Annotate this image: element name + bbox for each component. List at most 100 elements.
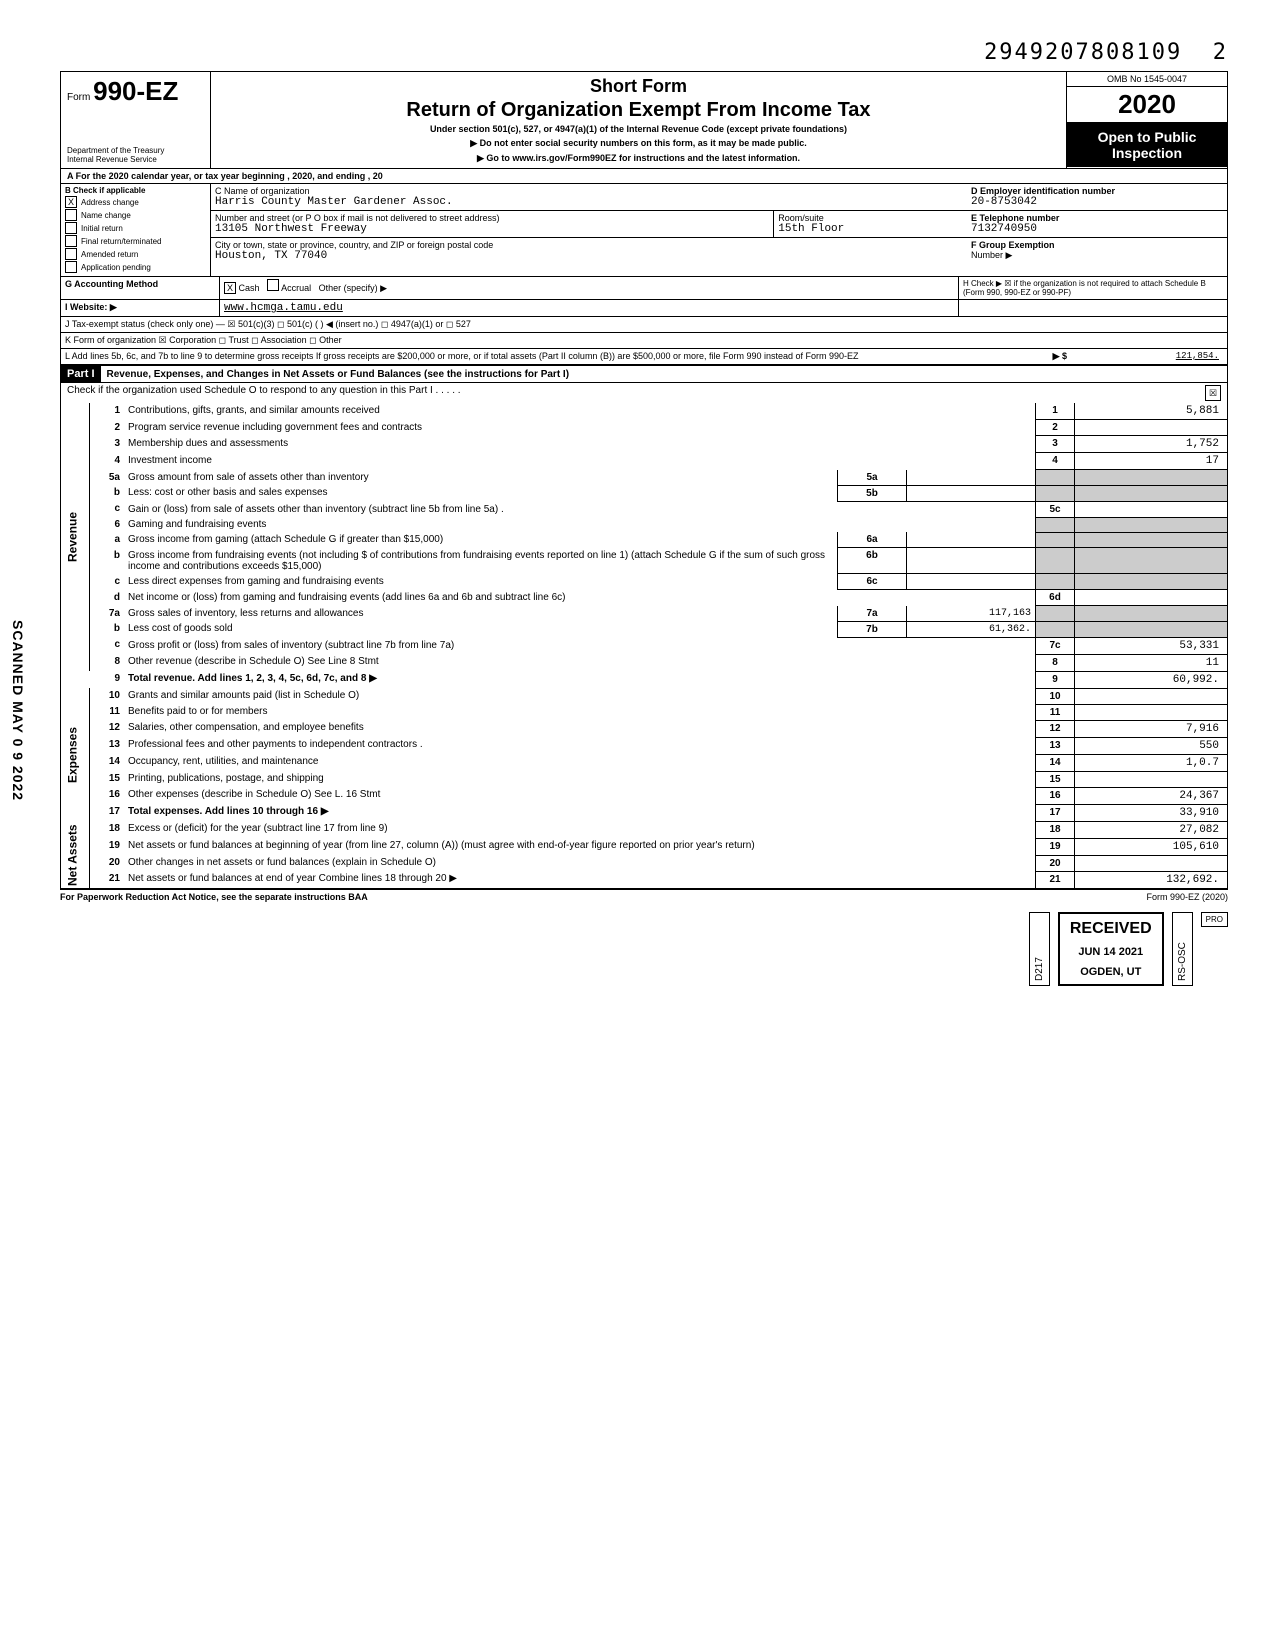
desc-4: Investment income [124,453,1036,470]
chk-initial-return[interactable]: Initial return [65,222,206,234]
sub-6c: 6c [838,574,907,590]
val-19: 105,610 [1075,838,1228,855]
ln-7c: c [90,637,125,654]
received-stamp: RECEIVED JUN 14 2021 OGDEN, UT [1058,912,1164,986]
chk-final-return[interactable]: Final return/terminated [65,235,206,247]
form-header: Form 990-EZ Department of the Treasury I… [60,71,1228,168]
block-bcde: B Check if applicable XAddress change Na… [60,184,1228,277]
i-label: I Website: ▶ [61,300,220,316]
val-8: 11 [1075,654,1228,671]
subval-6c [907,574,1036,590]
num-21: 21 [1036,871,1075,888]
part-1-title: Revenue, Expenses, and Changes in Net As… [101,367,1227,382]
subval-6b [907,548,1036,574]
l-value: 121,854. [1071,349,1227,364]
c-name-cell: C Name of organization Harris County Mas… [211,184,967,210]
website: www.hcmga.tamu.edu [220,300,958,316]
desc-11: Benefits paid to or for members [124,704,1036,720]
cash-label: Cash [239,283,260,293]
chk-label: Application pending [81,263,151,272]
row-a-tax-year: A For the 2020 calendar year, or tax yea… [60,168,1228,184]
omb-number: OMB No 1545-0047 [1067,72,1227,87]
chk-label: Address change [81,198,139,207]
ln-8: 8 [90,654,125,671]
room-label: Room/suite [778,213,963,223]
chk-label: Name change [81,211,131,220]
open-public: Open to Public Inspection [1067,123,1227,167]
chk-amended-return[interactable]: Amended return [65,248,206,260]
g-options: X Cash Accrual Other (specify) ▶ [220,277,958,299]
row-j-exempt: J Tax-exempt status (check only one) — ☒… [60,317,1228,333]
chk-address-change[interactable]: XAddress change [65,196,206,208]
subval-5b [907,485,1036,501]
room: 15th Floor [778,223,963,235]
part-1-header: Part I Revenue, Expenses, and Changes in… [60,365,1228,383]
form-number: 990-EZ [93,76,178,106]
ln-5c: c [90,501,125,517]
ln-6c: c [90,574,125,590]
other-label: Other (specify) ▶ [319,283,387,293]
rsosc-stamp: RS-OSC [1172,912,1193,986]
accrual-checkbox[interactable] [267,279,279,291]
ln-17: 17 [90,804,125,821]
open-text: Open to Public [1069,129,1225,145]
h-schedule-b: H Check ▶ ☒ if the organization is not r… [958,277,1227,299]
num-7a [1036,606,1075,622]
c-name-label: C Name of organization [215,186,963,196]
part-1-tag: Part I [61,366,101,382]
inspection-text: Inspection [1069,145,1225,161]
chk-application-pending[interactable]: Application pending [65,261,206,273]
desc-9: Total revenue. Add lines 1, 2, 3, 4, 5c,… [124,671,1036,688]
val-15 [1075,771,1228,787]
sub-6a: 6a [838,532,907,548]
d-ein-cell: D Employer identification number 20-8753… [967,184,1227,210]
form-prefix: Form [67,92,90,103]
k-form: K Form of organization ☒ Corporation ◻ T… [61,333,1227,348]
c-street-cell: Number and street (or P O box if mail is… [211,211,774,237]
stamps-area: D217 RECEIVED JUN 14 2021 OGDEN, UT RS-O… [60,912,1228,986]
schedule-o-checkbox[interactable]: ☒ [1205,385,1221,401]
chk-name-change[interactable]: Name change [65,209,206,221]
num-17: 17 [1036,804,1075,821]
tax-year: 2020 [1067,87,1227,123]
header-left: Form 990-EZ Department of the Treasury I… [61,72,211,168]
ln-6a: a [90,532,125,548]
val-6d [1075,590,1228,606]
b-title: B Check if applicable [65,186,206,195]
desc-7c: Gross profit or (loss) from sales of inv… [124,637,1036,654]
dln-suffix: 2 [1213,40,1228,65]
received-date: JUN 14 2021 [1070,946,1152,958]
cash-checkbox[interactable]: X [224,282,236,294]
ln-18: 18 [90,821,125,838]
num-7b [1036,621,1075,637]
header-mid: Short Form Return of Organization Exempt… [211,72,1067,168]
ogden-text: OGDEN, UT [1070,966,1152,978]
desc-10: Grants and similar amounts paid (list in… [124,688,1036,704]
val-11 [1075,704,1228,720]
val-13: 550 [1075,737,1228,754]
goto-url: ▶ Go to www.irs.gov/Form990EZ for instru… [219,153,1058,164]
num-6c [1036,574,1075,590]
val-6 [1075,517,1228,532]
num-16: 16 [1036,787,1075,804]
num-15: 15 [1036,771,1075,787]
e-phone-cell: E Telephone number 7132740950 [967,211,1227,237]
row-k-form-org: K Form of organization ☒ Corporation ◻ T… [60,333,1228,349]
col-c-org: C Name of organization Harris County Mas… [211,184,967,276]
num-12: 12 [1036,720,1075,737]
dept-treasury: Department of the Treasury Internal Reve… [67,146,204,164]
desc-6a: Gross income from gaming (attach Schedul… [124,532,838,548]
desc-20: Other changes in net assets or fund bala… [124,855,1036,871]
val-20 [1075,855,1228,871]
num-8: 8 [1036,654,1075,671]
dln-value: 2949207808109 [984,40,1182,65]
subval-6a [907,532,1036,548]
ln-3: 3 [90,436,125,453]
val-7c: 53,331 [1075,637,1228,654]
val-14: 1,0.7 [1075,754,1228,771]
num-5c: 5c [1036,501,1075,517]
val-1: 5,881 [1075,403,1228,420]
desc-6c: Less direct expenses from gaming and fun… [124,574,838,590]
num-18: 18 [1036,821,1075,838]
val-5a [1075,470,1228,486]
